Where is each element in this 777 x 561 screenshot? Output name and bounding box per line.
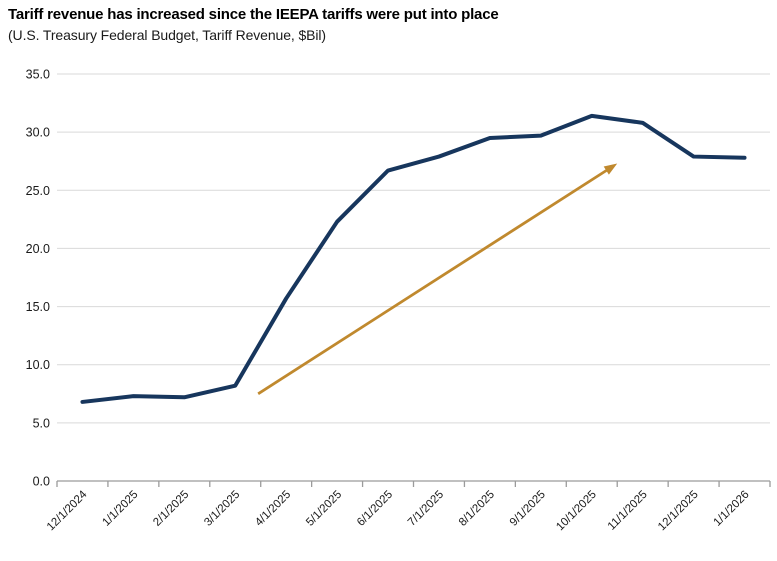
x-axis-tick-label: 1/1/2025 <box>100 489 140 529</box>
x-axis-tick-label: 5/1/2025 <box>304 489 344 529</box>
chart-subtitle: (U.S. Treasury Federal Budget, Tariff Re… <box>8 27 326 43</box>
y-axis-tick-label: 10.0 <box>26 358 50 372</box>
x-axis-tick-label: 8/1/2025 <box>457 489 497 529</box>
x-axis-tick-label: 4/1/2025 <box>253 489 293 529</box>
x-axis-tick-label: 2/1/2025 <box>151 489 191 529</box>
x-axis-tick-label: 9/1/2025 <box>508 489 548 529</box>
y-axis-tick-label: 35.0 <box>26 68 50 82</box>
trend-arrow-shaft <box>257 166 612 395</box>
x-axis-tick-label: 6/1/2025 <box>355 489 395 529</box>
y-axis-tick-label: 20.0 <box>26 242 50 256</box>
y-axis-tick-label: 30.0 <box>26 126 50 140</box>
chart-title: Tariff revenue has increased since the I… <box>8 6 499 23</box>
x-axis-tick-label: 12/1/2024 <box>45 488 90 533</box>
y-axis-tick-label: 5.0 <box>33 416 50 430</box>
x-axis-tick-label: 1/1/2026 <box>712 489 752 529</box>
x-axis-tick-label: 11/1/2025 <box>606 489 650 533</box>
revenue-line-series <box>80 113 747 404</box>
y-axis-tick-label: 25.0 <box>26 184 50 198</box>
y-axis-tick-label: 0.0 <box>33 475 50 489</box>
x-axis-tick-label: 12/1/2025 <box>656 489 701 534</box>
x-axis-tick-label: 7/1/2025 <box>406 489 446 529</box>
x-axis-tick-label: 3/1/2025 <box>202 489 242 529</box>
x-axis-tick-label: 10/1/2025 <box>554 489 599 534</box>
trend-arrow-head <box>603 163 618 175</box>
y-axis-tick-label: 15.0 <box>26 300 50 314</box>
